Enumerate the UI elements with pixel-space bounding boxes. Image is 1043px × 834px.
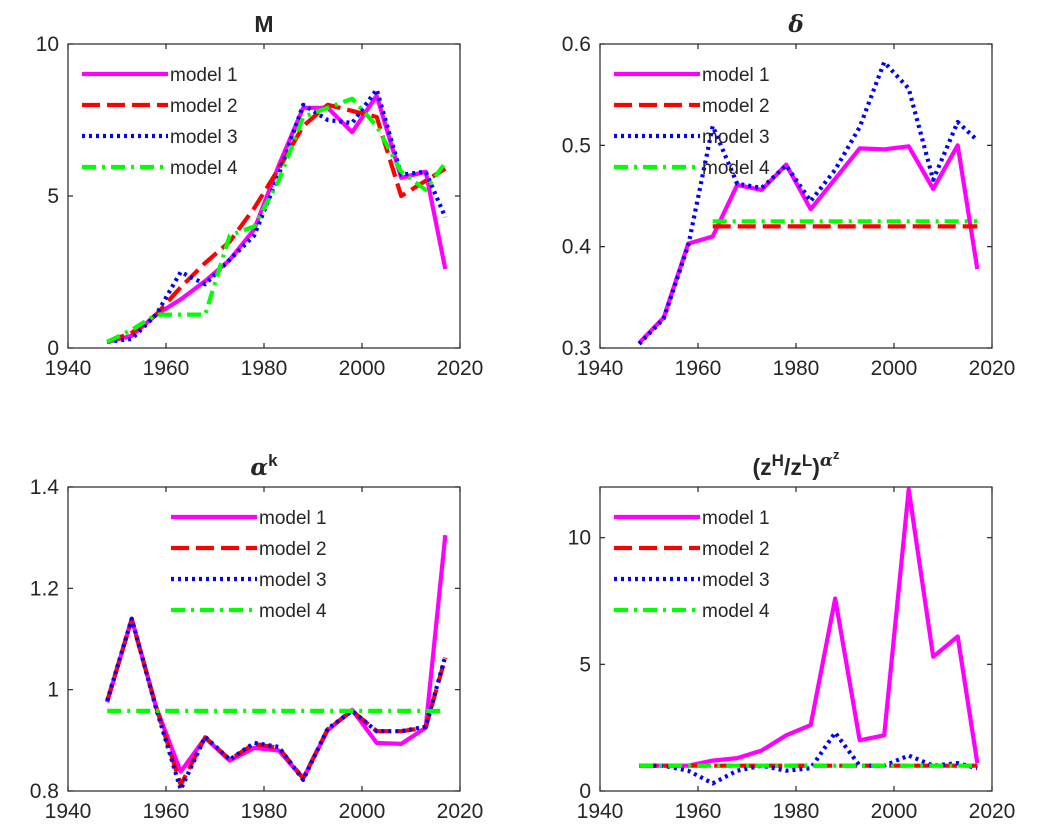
plot-area xyxy=(105,534,448,791)
x-tick-label: 2020 xyxy=(969,357,1016,380)
x-tick-label: 2020 xyxy=(437,357,484,380)
chart-title-part: α xyxy=(250,454,268,481)
series-line-model3 xyxy=(105,616,448,791)
x-tick-label: 1960 xyxy=(143,357,190,380)
legend-label: model 1 xyxy=(702,508,770,529)
x-tick-label: 1960 xyxy=(675,800,722,823)
legend: model 1 model 2 model 3 model 4 xyxy=(82,65,238,179)
y-tick-label: 1.4 xyxy=(30,476,60,499)
legend-label: model 1 xyxy=(170,65,238,86)
plot-area xyxy=(106,87,448,344)
legend: model 1 model 2 model 3 model 4 xyxy=(614,508,770,622)
legend-label: model 3 xyxy=(702,127,770,148)
y-tick-label: 5 xyxy=(47,185,59,208)
chart-title: δ xyxy=(787,11,803,38)
plot-area xyxy=(639,487,980,786)
x-tick-label: 1940 xyxy=(45,357,92,380)
legend-label: model 2 xyxy=(170,96,238,117)
legend-label: model 4 xyxy=(702,158,770,179)
x-tick-label: 2020 xyxy=(437,800,484,823)
legend-label: model 4 xyxy=(170,158,238,179)
chart-title-part: H xyxy=(772,451,784,470)
axes-box xyxy=(599,486,993,792)
legend-label: model 2 xyxy=(702,539,770,560)
x-tick-label: 1980 xyxy=(241,800,288,823)
y-tick-label: 1 xyxy=(47,679,59,702)
x-tick-label: 1960 xyxy=(675,357,722,380)
legend-label: model 1 xyxy=(702,65,770,86)
x-tick-label: 1960 xyxy=(143,800,190,823)
y-tick-label: 0.5 xyxy=(562,134,591,157)
chart-title-part: ) xyxy=(812,454,820,480)
chart-title-part: /z xyxy=(784,454,802,480)
y-tick-label: 0.8 xyxy=(30,780,59,803)
chart-title-part: k xyxy=(268,451,278,470)
chart-title: αk xyxy=(250,451,278,481)
legend-label: model 2 xyxy=(702,96,770,117)
series-line-model1 xyxy=(106,93,448,344)
chart-title-part: δ xyxy=(787,11,803,38)
panel-2: 1940 1960 1980 2000 2020 0.3 0.4 0.5 0.6 δ model 1… xyxy=(562,11,1016,380)
legend-label: model 3 xyxy=(170,127,238,148)
x-tick-label: 1980 xyxy=(773,800,820,823)
series-line-model1 xyxy=(637,143,980,345)
chart-title: M xyxy=(254,11,273,37)
chart-title-part: α xyxy=(820,451,833,471)
legend-label: model 2 xyxy=(259,539,327,560)
y-tick-label: 0 xyxy=(47,337,59,360)
x-tick-label: 1940 xyxy=(577,357,624,380)
legend-label: model 3 xyxy=(702,570,770,591)
y-tick-label: 0.4 xyxy=(562,236,592,259)
legend-label: model 4 xyxy=(702,601,770,622)
legend: model 1 model 2 model 3 model 4 xyxy=(614,65,770,179)
y-tick-label: 10 xyxy=(36,33,59,56)
panel-4: 1940 1960 1980 2000 2020 0 5 10 (zH/zL)αz model 1… xyxy=(568,447,1016,823)
series-line-model4 xyxy=(106,96,448,344)
x-tick-label: 1940 xyxy=(577,800,624,823)
x-tick-label: 2020 xyxy=(969,800,1016,823)
y-tick-label: 1.2 xyxy=(30,577,59,600)
legend-label: model 1 xyxy=(259,508,327,529)
x-tick-label: 2000 xyxy=(339,357,386,380)
series-line-model3 xyxy=(639,730,978,786)
series-line-model3 xyxy=(106,87,448,344)
legend-label: model 3 xyxy=(259,570,327,591)
axes-box xyxy=(599,43,993,349)
x-tick-label: 1980 xyxy=(773,357,820,380)
plot-area xyxy=(637,60,980,346)
chart-title: (zH/zL)αz xyxy=(753,447,841,480)
series-line-model1 xyxy=(639,487,980,768)
chart-title-part: L xyxy=(802,451,812,470)
legend: model 1 model 2 model 3 model 4 xyxy=(171,508,327,622)
y-tick-label: 0.3 xyxy=(562,337,591,360)
chart-title-part: z xyxy=(833,447,840,462)
chart-title-part: M xyxy=(254,11,273,37)
y-tick-label: 5 xyxy=(579,653,591,676)
x-tick-label: 2000 xyxy=(871,357,918,380)
y-tick-label: 10 xyxy=(568,527,591,550)
x-tick-label: 2000 xyxy=(339,800,386,823)
x-tick-label: 2000 xyxy=(871,800,918,823)
x-tick-label: 1940 xyxy=(45,800,92,823)
x-tick-label: 1980 xyxy=(241,357,288,380)
series-line-model2 xyxy=(106,102,447,344)
series-line-model1 xyxy=(105,534,448,781)
y-tick-label: 0.6 xyxy=(562,33,591,56)
y-tick-label: 0 xyxy=(579,780,591,803)
legend-label: model 4 xyxy=(259,601,327,622)
chart-title-part: (z xyxy=(753,454,772,480)
series-line-model2 xyxy=(105,617,448,788)
